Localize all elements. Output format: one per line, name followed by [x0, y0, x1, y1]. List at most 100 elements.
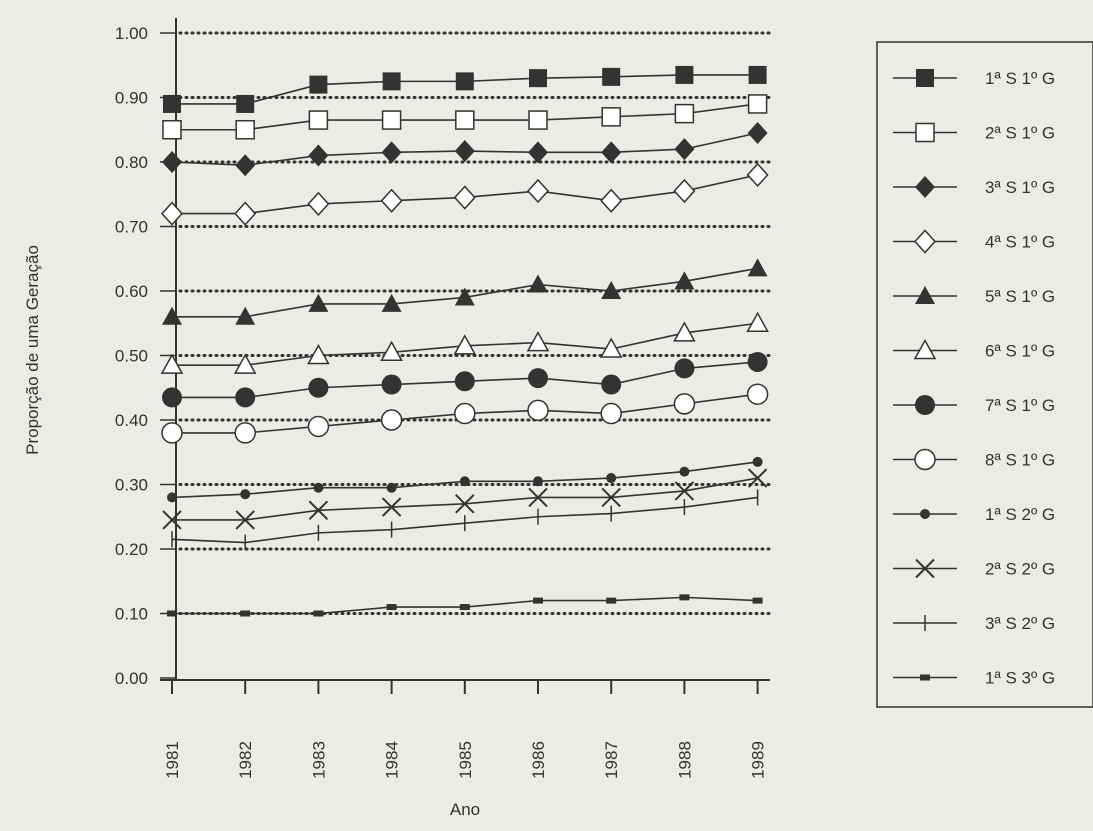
- data-point: [382, 72, 401, 91]
- data-point: [309, 75, 328, 94]
- data-point: [454, 371, 475, 392]
- legend-entry: 4ª S 1º G: [893, 229, 1055, 254]
- data-point: [459, 604, 470, 611]
- legend-entry: 1ª S 1º G: [893, 69, 1055, 88]
- x-tick-label: 1988: [675, 741, 694, 779]
- legend-entry: 7ª S 1º G: [893, 395, 1055, 415]
- data-point: [673, 393, 696, 415]
- data-point: [602, 67, 621, 86]
- legend-label: 6ª S 1º G: [985, 342, 1055, 361]
- legend-label: 2ª S 2º G: [985, 560, 1055, 579]
- data-point: [748, 65, 767, 84]
- data-point: [313, 482, 324, 493]
- data-point: [307, 415, 330, 438]
- data-point: [167, 610, 177, 617]
- data-point: [601, 141, 622, 164]
- legend-entry: 3ª S 2º G: [893, 614, 1055, 633]
- data-point: [380, 409, 403, 431]
- legend-marker: [915, 286, 935, 304]
- legend-label: 4ª S 1º G: [985, 233, 1055, 252]
- data-point: [236, 94, 255, 113]
- data-point: [601, 374, 622, 395]
- series-12: [167, 594, 763, 617]
- x-tick-label: 1987: [602, 741, 621, 779]
- data-point: [673, 321, 696, 342]
- legend-marker: [915, 176, 935, 198]
- x-tick-label: 1989: [749, 741, 768, 779]
- data-point: [528, 487, 548, 508]
- data-point: [162, 151, 182, 173]
- legend-entry: 1ª S 2º G: [893, 505, 1055, 524]
- series-5: [162, 258, 768, 325]
- data-point: [381, 374, 402, 395]
- data-point: [528, 141, 548, 164]
- legend-label: 7ª S 1º G: [985, 396, 1055, 415]
- legend-entry: 2ª S 2º G: [893, 558, 1055, 579]
- legend-marker: [914, 448, 936, 471]
- legend-entry: 5ª S 1º G: [893, 286, 1055, 306]
- data-point: [235, 387, 256, 408]
- x-tick-label: 1984: [383, 741, 402, 779]
- data-point: [308, 293, 329, 312]
- legend-label: 8ª S 1º G: [985, 451, 1055, 470]
- data-point: [527, 399, 549, 422]
- legend-entry: 8ª S 1º G: [893, 448, 1055, 471]
- data-point: [162, 306, 182, 325]
- data-point: [673, 178, 696, 204]
- legend-label: 1ª S 3º G: [985, 669, 1055, 688]
- data-point: [747, 94, 768, 114]
- series-6: [160, 311, 769, 374]
- data-point: [746, 162, 769, 188]
- y-tick-label: 0.80: [115, 153, 148, 172]
- data-point: [674, 358, 695, 379]
- data-point: [459, 476, 470, 487]
- legend-entry: 6ª S 1º G: [893, 338, 1055, 361]
- data-point: [454, 287, 475, 306]
- data-point: [234, 422, 256, 444]
- data-point: [454, 402, 476, 425]
- data-point: [167, 492, 177, 503]
- data-point: [674, 271, 695, 290]
- data-point: [528, 110, 548, 130]
- data-point: [533, 476, 543, 487]
- data-point: [679, 466, 690, 477]
- legend-label: 2ª S 1º G: [985, 124, 1055, 143]
- data-point: [752, 597, 763, 604]
- y-tick-label: 0.50: [115, 347, 148, 366]
- x-tick-label: 1985: [456, 741, 475, 779]
- data-point: [162, 120, 182, 140]
- data-point: [162, 510, 182, 530]
- series-2: [162, 94, 768, 140]
- legend-marker: [915, 558, 935, 579]
- data-point: [601, 107, 621, 127]
- series-8: [161, 383, 769, 444]
- data-point: [235, 510, 255, 530]
- data-point: [747, 468, 768, 488]
- data-point: [746, 311, 769, 332]
- data-point: [307, 343, 330, 365]
- data-point: [234, 201, 257, 226]
- legend-entry: 2ª S 1º G: [893, 122, 1055, 143]
- data-point: [308, 500, 329, 521]
- y-tick-label: 0.90: [115, 89, 148, 108]
- data-point: [601, 487, 621, 508]
- legend-marker: [913, 338, 937, 360]
- data-point: [163, 94, 181, 113]
- data-point: [381, 497, 402, 517]
- data-point: [386, 604, 397, 611]
- series-3: [162, 121, 768, 177]
- data-point: [240, 610, 251, 617]
- data-point: [308, 110, 329, 130]
- x-tick-label: 1986: [529, 741, 548, 779]
- data-point: [526, 331, 550, 352]
- data-point: [606, 597, 617, 604]
- data-point: [606, 473, 617, 484]
- data-point: [233, 353, 257, 374]
- data-point: [752, 456, 763, 467]
- legend: 1ª S 1º G 2ª S 1º G 3ª S 1º G 4ª S 1º G 5ª S…: [876, 41, 1093, 708]
- legend-entry: 3ª S 1º G: [893, 176, 1055, 198]
- data-point: [674, 481, 695, 501]
- legend-marker: [913, 229, 937, 254]
- data-point: [526, 178, 550, 204]
